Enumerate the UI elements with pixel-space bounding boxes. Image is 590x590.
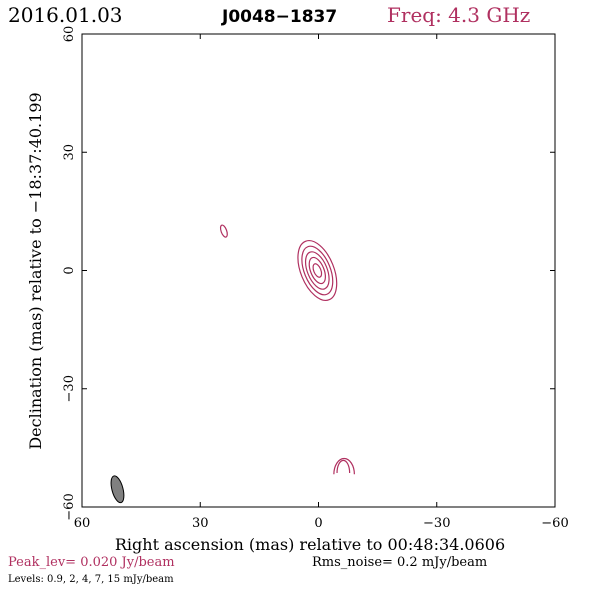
contour-levels: Levels: 0.9, 2, 4, 7, 15 mJy/beam xyxy=(8,574,174,585)
north-knot-contour xyxy=(219,224,228,238)
core-contour-3 xyxy=(304,251,330,290)
core-contour-4 xyxy=(308,256,326,285)
plot-frame xyxy=(81,33,556,508)
restoring-beam xyxy=(110,475,125,504)
core-contour-1 xyxy=(297,240,338,301)
core-contour-2 xyxy=(301,245,334,296)
x-tick-label: −60 xyxy=(541,516,568,531)
south-arc-outer xyxy=(333,458,355,475)
south-arc-inner xyxy=(336,459,351,473)
y-tick-label: −60 xyxy=(62,493,77,520)
observation-date: 2016.01.03 xyxy=(8,3,123,27)
y-axis-label: Declination (mas) relative to −18:37:40.… xyxy=(26,92,45,449)
x-tick-label: 30 xyxy=(192,516,209,531)
x-tick-label: −30 xyxy=(423,516,450,531)
y-tick-label: 0 xyxy=(62,266,77,274)
axis-ticks xyxy=(81,33,556,508)
y-tick-label: −30 xyxy=(62,375,77,402)
frequency-label: Freq: 4.3 GHz xyxy=(387,3,530,27)
contour-group xyxy=(110,224,355,504)
y-tick-label: 30 xyxy=(62,144,77,161)
rms-noise: Rms_noise= 0.2 mJy/beam xyxy=(312,555,487,570)
x-tick-label: 60 xyxy=(74,516,91,531)
x-tick-label: 0 xyxy=(314,516,322,531)
source-name: J0048−1837 xyxy=(221,7,337,27)
x-axis-label: Right ascension (mas) relative to 00:48:… xyxy=(115,535,505,554)
y-tick-label: 60 xyxy=(62,26,77,43)
core-contour-5 xyxy=(312,263,323,278)
tick-labels: 60 30 0 −30 −60 −60 −30 0 30 60 xyxy=(62,26,569,531)
peak-level: Peak_lev= 0.020 Jy/beam xyxy=(8,555,175,570)
